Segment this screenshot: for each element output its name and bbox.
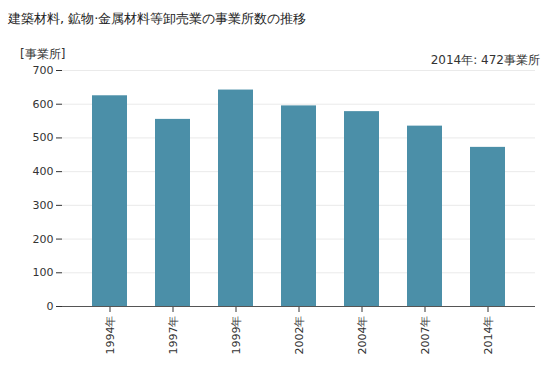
svg-text:2014年: 2014年 — [482, 316, 495, 355]
svg-text:400: 400 — [33, 165, 54, 178]
html-text:建築材料, 鉱物·金属材料等卸売業の事業所数の推移: 建築材料, 鉱物·金属材料等卸売業の事業所数の推移 — [8, 11, 307, 26]
svg-text:1994年: 1994年 — [104, 316, 117, 355]
svg-text:700: 700 — [33, 64, 54, 77]
svg-text:1997年: 1997年 — [167, 316, 180, 355]
svg-text:100: 100 — [33, 266, 54, 279]
html-text:2014年: 472事業所: 2014年: 472事業所 — [430, 53, 540, 67]
html-text:[事業所]: [事業所] — [20, 47, 66, 61]
svg-text:0: 0 — [47, 300, 54, 313]
svg-text:2002年: 2002年 — [293, 316, 306, 355]
svg-text:1999年: 1999年 — [230, 316, 243, 355]
svg-text:600: 600 — [33, 98, 54, 111]
svg-text:300: 300 — [33, 199, 54, 212]
svg-text:200: 200 — [33, 233, 54, 246]
svg-text:500: 500 — [33, 131, 54, 144]
svg-text:2007年: 2007年 — [419, 316, 432, 355]
svg-text:2004年: 2004年 — [356, 316, 369, 355]
